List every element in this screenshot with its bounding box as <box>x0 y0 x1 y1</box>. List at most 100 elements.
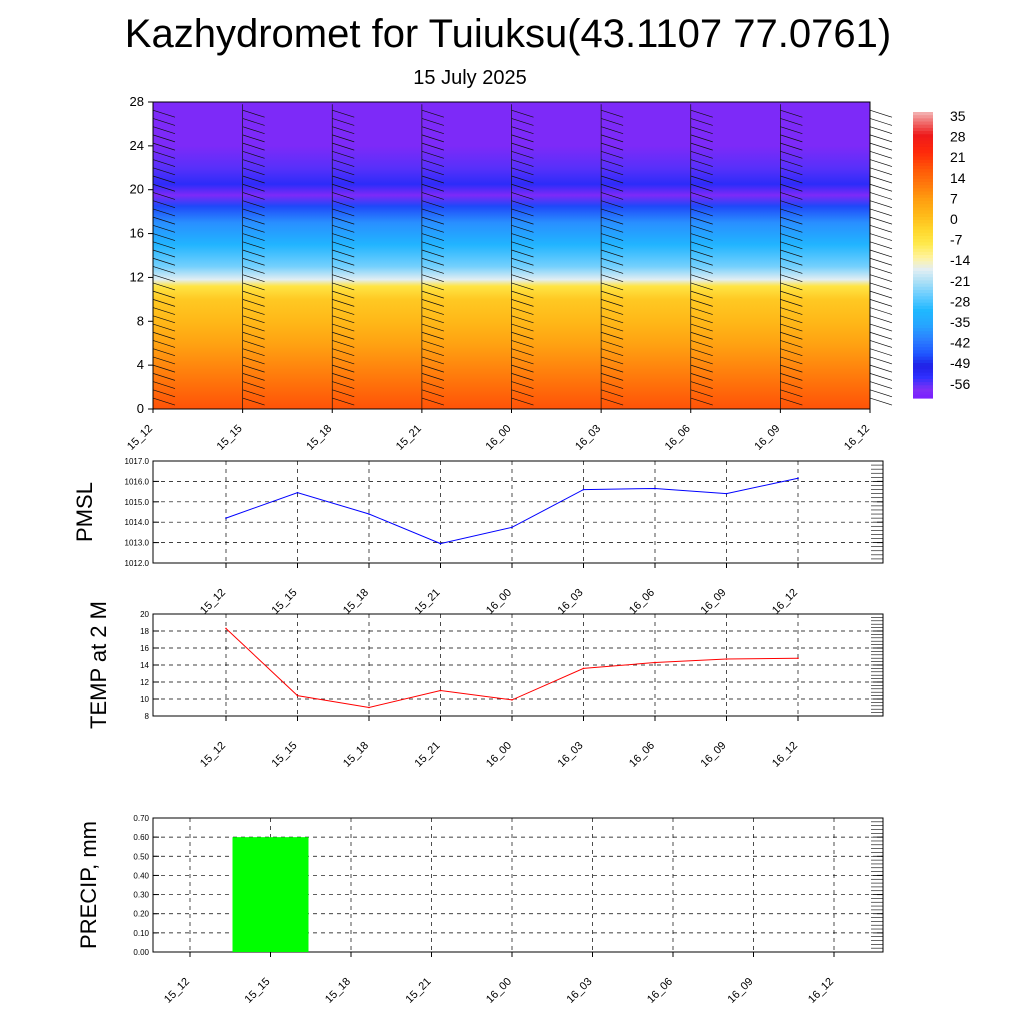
wind-barb <box>780 216 803 225</box>
colorbar-segment <box>913 235 933 240</box>
wind-barb <box>152 249 176 258</box>
wind-barb <box>152 323 176 332</box>
wind-barb <box>690 167 713 176</box>
colorbar-segment <box>913 248 933 253</box>
heatmap-y-tick-label: 24 <box>130 138 144 153</box>
wind-barb <box>242 249 265 258</box>
y-tick-label: 16 <box>140 644 149 653</box>
wind-barb <box>152 216 176 225</box>
colorbar-segment <box>913 146 933 151</box>
wind-barb <box>152 142 176 151</box>
colorbar-segment <box>913 127 933 132</box>
wind-barb <box>780 241 803 250</box>
colorbar-segment <box>913 220 933 224</box>
heatmap-x-tick-label: 15_15 <box>215 423 245 453</box>
wind-barb <box>332 364 355 373</box>
wind-barb <box>242 175 265 184</box>
wind-barb <box>242 134 265 143</box>
wind-barb <box>332 389 355 398</box>
wind-barb <box>869 364 893 373</box>
colorbar-segment <box>913 197 933 202</box>
wind-barb <box>421 225 444 233</box>
wind-barb <box>780 282 803 291</box>
wind-barb <box>601 126 624 135</box>
y-tick-label: 8 <box>145 712 150 721</box>
temp2m-point <box>654 661 656 664</box>
y-tick-label: 1016.0 <box>125 477 150 486</box>
colorbar-segment <box>913 305 933 310</box>
wind-barb <box>511 241 534 250</box>
wind-barb <box>421 373 444 381</box>
wind-barb <box>152 109 176 118</box>
wind-barb <box>780 257 803 266</box>
colorbar-segment <box>913 277 933 282</box>
colorbar-segment <box>913 280 933 285</box>
wind-barb <box>511 397 534 406</box>
x-tick-label: 16_09 <box>699 587 729 617</box>
wind-barb <box>601 381 624 389</box>
wind-barb <box>242 208 265 217</box>
wind-barb <box>511 126 534 135</box>
wind-barb <box>601 356 624 365</box>
wind-barb <box>421 200 444 209</box>
wind-barb <box>421 109 444 118</box>
wind-barb <box>421 167 444 176</box>
wind-barb <box>601 331 624 340</box>
wind-barb <box>421 266 444 274</box>
pmsl-point <box>296 491 299 494</box>
x-tick-label: 15_21 <box>413 740 443 770</box>
colorbar-label: -35 <box>950 314 970 330</box>
wind-barb <box>152 225 176 233</box>
wind-barb <box>242 274 265 283</box>
wind-barb <box>601 257 624 266</box>
wind-barb <box>869 183 893 192</box>
wind-barb <box>242 282 265 291</box>
wind-barb <box>601 183 624 192</box>
wind-barb <box>152 151 176 159</box>
wind-barb <box>421 274 444 283</box>
wind-barb <box>421 348 444 357</box>
wind-barb <box>780 340 803 348</box>
wind-barb <box>332 348 355 357</box>
wind-barb <box>332 109 355 118</box>
wind-barb <box>511 381 534 389</box>
wind-barb <box>421 323 444 332</box>
colorbar-label: -14 <box>950 252 970 268</box>
colorbar-segment <box>913 302 933 307</box>
wind-barb <box>601 167 624 176</box>
x-tick-label: 15_21 <box>404 976 434 1006</box>
colorbar-segment <box>913 372 933 377</box>
wind-barb <box>421 356 444 365</box>
wind-barb <box>690 208 713 217</box>
colorbar-segment <box>913 207 933 212</box>
wind-barb <box>601 397 624 406</box>
wind-barb <box>601 282 624 291</box>
wind-barb <box>690 257 713 266</box>
chart-subtitle: 15 July 2025 <box>413 67 526 89</box>
wind-barb <box>242 159 265 167</box>
heatmap-y-tick-label: 16 <box>130 226 144 241</box>
colorbar-segment <box>913 226 933 231</box>
wind-barb <box>601 151 624 159</box>
colorbar-segment <box>913 131 933 135</box>
wind-barb <box>332 373 355 381</box>
wind-barb <box>869 323 893 332</box>
wind-barb <box>242 225 265 233</box>
colorbar-segment <box>913 391 933 396</box>
x-tick-label: 15_21 <box>413 587 443 617</box>
wind-barb <box>601 134 624 143</box>
wind-barb <box>332 290 355 299</box>
x-tick-label: 15_18 <box>341 740 371 770</box>
wind-barb <box>242 364 265 373</box>
wind-barb <box>332 331 355 340</box>
wind-barb <box>332 257 355 266</box>
wind-barb <box>242 340 265 348</box>
colorbar-label: 35 <box>950 108 966 124</box>
wind-barb <box>332 274 355 283</box>
heatmap-x-tick-label: 16_09 <box>752 423 782 453</box>
wind-barb <box>869 159 893 167</box>
plot-frame <box>152 613 884 717</box>
plot-frame <box>152 817 884 953</box>
colorbar-segment <box>913 191 933 196</box>
colorbar-segment <box>913 331 933 336</box>
